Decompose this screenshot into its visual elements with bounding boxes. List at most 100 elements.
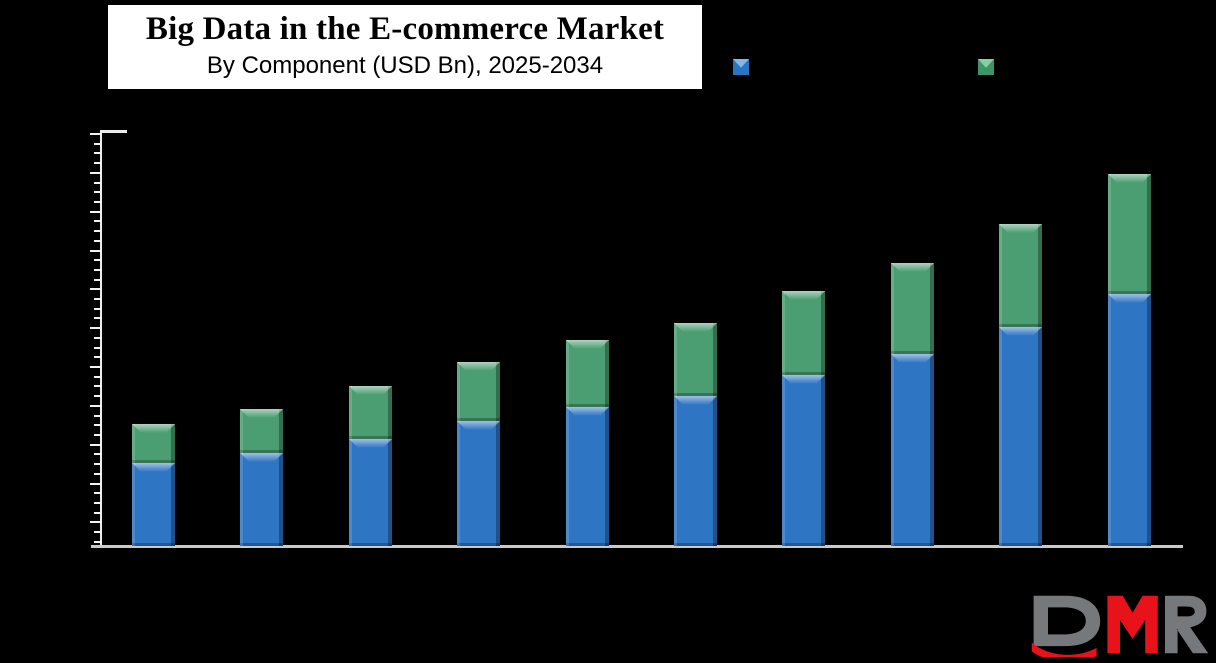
bar-segment-blue-2025	[132, 463, 175, 546]
y-axis-minor-tick	[94, 162, 101, 164]
bar-segment-green-2029	[566, 340, 609, 407]
bar-segment-highlight	[349, 439, 392, 448]
bar-segment-highlight	[132, 424, 175, 433]
y-axis-major-tick	[90, 288, 101, 290]
y-axis-major-tick	[90, 521, 101, 523]
bar-segment-green-2032	[891, 263, 934, 354]
bar-segment-green-2026	[240, 409, 283, 453]
y-axis-minor-tick	[94, 512, 101, 514]
x-axis	[91, 545, 1183, 548]
y-axis-top-cap	[100, 130, 127, 133]
y-axis-major-tick	[90, 327, 101, 329]
y-axis-minor-tick	[94, 279, 101, 281]
bar-segment-highlight	[674, 323, 717, 332]
y-axis	[100, 130, 102, 547]
y-axis-minor-tick	[94, 182, 101, 184]
y-axis-minor-tick	[94, 424, 101, 426]
bar-segment-highlight	[1108, 174, 1151, 183]
y-axis-major-tick	[90, 172, 101, 174]
legend-swatch-blue-bevel	[733, 59, 749, 68]
legend-item-series-2	[978, 59, 1002, 75]
bar-segment-highlight	[1108, 294, 1151, 303]
bar-segment-blue-2026	[240, 453, 283, 546]
bar-segment-green-2028	[457, 362, 500, 421]
y-axis-minor-tick	[94, 473, 101, 475]
bar-segment-green-2027	[349, 386, 392, 439]
y-axis-major-tick	[90, 133, 101, 135]
bar-2032	[891, 263, 934, 546]
bar-2030	[674, 323, 717, 546]
bar-2026	[240, 409, 283, 546]
y-axis-minor-tick	[94, 191, 101, 193]
y-axis-minor-tick	[94, 337, 101, 339]
y-axis-minor-tick	[94, 395, 101, 397]
y-axis-minor-tick	[94, 220, 101, 222]
bar-segment-highlight	[782, 291, 825, 300]
bar-2028	[457, 362, 500, 546]
bar-segment-blue-2033	[999, 327, 1042, 546]
y-axis-minor-tick	[94, 143, 101, 145]
y-axis-minor-tick	[94, 453, 101, 455]
bar-segment-highlight	[891, 263, 934, 272]
y-axis-minor-tick	[94, 434, 101, 436]
y-axis-major-tick	[90, 405, 101, 407]
bar-segment-highlight	[999, 327, 1042, 336]
bar-segment-blue-2034	[1108, 294, 1151, 546]
legend-swatch-blue-icon	[733, 59, 749, 75]
y-axis-minor-tick	[94, 201, 101, 203]
bar-2027	[349, 386, 392, 546]
bar-2034	[1108, 174, 1151, 546]
y-axis-minor-tick	[94, 385, 101, 387]
bar-segment-highlight	[132, 463, 175, 472]
bar-segment-green-2031	[782, 291, 825, 375]
bar-segment-highlight	[674, 396, 717, 405]
y-axis-minor-tick	[94, 502, 101, 504]
bar-segment-highlight	[457, 362, 500, 371]
y-axis-minor-tick	[94, 463, 101, 465]
bar-segment-highlight	[240, 409, 283, 418]
bar-segment-highlight	[349, 386, 392, 395]
y-axis-minor-tick	[94, 356, 101, 358]
bar-segment-highlight	[240, 453, 283, 462]
legend-swatch-green-bevel	[978, 59, 994, 68]
bar-segment-blue-2027	[349, 439, 392, 546]
logo-swoosh	[1031, 642, 1097, 657]
legend-item-series-1	[733, 59, 757, 75]
bar-segment-highlight	[566, 407, 609, 416]
y-axis-minor-tick	[94, 308, 101, 310]
bar-segment-green-2034	[1108, 174, 1151, 294]
bar-segment-blue-2029	[566, 407, 609, 546]
y-axis-major-tick	[90, 444, 101, 446]
bar-2031	[782, 291, 825, 546]
y-axis-major-tick	[90, 483, 101, 485]
y-axis-minor-tick	[94, 259, 101, 261]
bar-segment-blue-2030	[674, 396, 717, 546]
title-box: Big Data in the E-commerce Market By Com…	[108, 5, 702, 89]
bar-segment-green-2033	[999, 224, 1042, 327]
bar-segment-highlight	[782, 375, 825, 384]
y-axis-minor-tick	[94, 376, 101, 378]
bar-2025	[132, 424, 175, 546]
bar-segment-green-2025	[132, 424, 175, 463]
bar-2033	[999, 224, 1042, 546]
y-axis-major-tick	[90, 211, 101, 213]
y-axis-minor-tick	[94, 240, 101, 242]
chart-title: Big Data in the E-commerce Market	[145, 11, 665, 47]
bar-segment-blue-2031	[782, 375, 825, 546]
y-axis-minor-tick	[94, 152, 101, 154]
dmr-logo	[1031, 595, 1209, 657]
y-axis-major-tick	[90, 366, 101, 368]
y-axis-minor-tick	[94, 317, 101, 319]
y-axis-minor-tick	[94, 298, 101, 300]
y-axis-minor-tick	[94, 269, 101, 271]
bar-segment-highlight	[999, 224, 1042, 233]
bar-segment-highlight	[566, 340, 609, 349]
y-axis-minor-tick	[94, 347, 101, 349]
y-axis-minor-tick	[94, 531, 101, 533]
y-axis-minor-tick	[94, 230, 101, 232]
bar-segment-highlight	[457, 421, 500, 430]
y-axis-minor-tick	[94, 541, 101, 543]
bar-segment-blue-2032	[891, 354, 934, 546]
y-axis-minor-tick	[94, 415, 101, 417]
